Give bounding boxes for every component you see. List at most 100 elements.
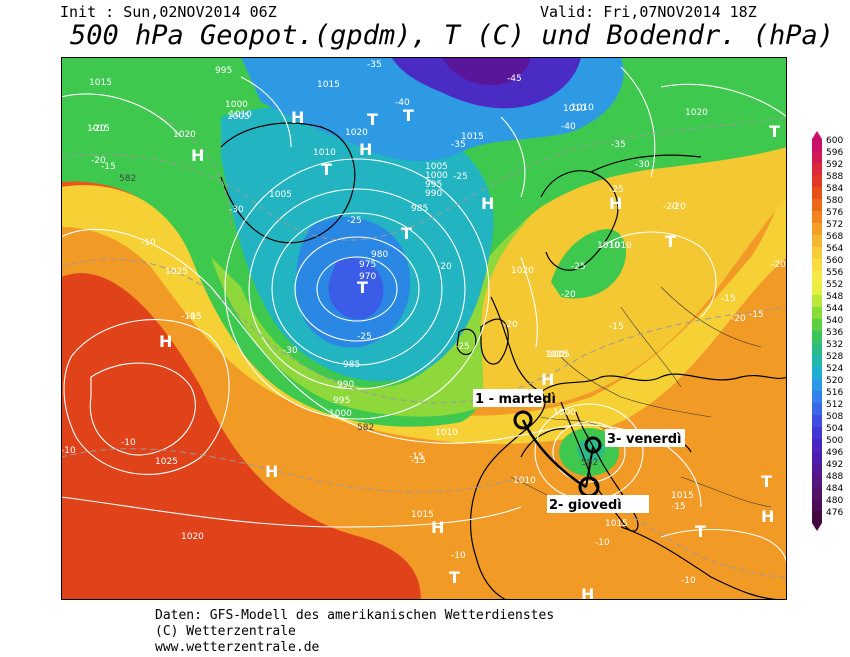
pressure-label: 1020 — [685, 108, 708, 118]
legend-swatch — [812, 271, 822, 283]
map-frame — [61, 57, 787, 600]
fill-blue-core — [328, 258, 384, 320]
legend-level-label: 560 — [826, 256, 843, 266]
temperature-label: -30 — [635, 160, 650, 170]
high-symbol: H — [191, 146, 204, 165]
low-symbol: T — [357, 278, 368, 297]
legend-level-label: 572 — [826, 220, 843, 230]
pressure-label: 985 — [411, 204, 428, 214]
pressure-label: 1010 — [435, 428, 458, 438]
temperature-label: -20 — [91, 156, 106, 166]
pressure-label: 995 — [333, 396, 350, 406]
high-symbol: H — [431, 518, 444, 537]
legend-swatch — [812, 511, 822, 523]
legend-level-label: 504 — [826, 424, 843, 434]
legend-swatch — [812, 175, 822, 187]
pressure-label: 1010 — [229, 110, 252, 120]
low-symbol: T — [403, 106, 414, 125]
legend-level-label: 532 — [826, 340, 843, 350]
pressure-label: 1010 — [597, 241, 620, 251]
pressure-label: 1025 — [165, 267, 188, 277]
fill-yellow — [61, 177, 787, 444]
legend-swatch — [812, 187, 822, 199]
temperature-label: -25 — [357, 332, 372, 342]
pressure-label: 1015 — [411, 510, 434, 520]
legend-level-label: 528 — [826, 352, 843, 362]
temperature-label: -10 — [451, 551, 466, 561]
pressure-label: 1015 — [671, 491, 694, 501]
legend-level-label: 508 — [826, 412, 843, 422]
legend-swatch — [812, 139, 822, 151]
pressure-label: 1005 — [269, 190, 292, 200]
pressure-label: 975 — [359, 260, 376, 270]
color-legend: 600 596 592 588 584 580 576 572 568 564 560 556 552 5… — [812, 131, 850, 535]
low-symbol: T — [695, 522, 706, 541]
legend-level-label: 552 — [826, 280, 843, 290]
fill-arctic-deep — [441, 57, 531, 86]
pressure-label: 1015 — [317, 80, 340, 90]
legend-swatch — [812, 391, 822, 403]
borders — [510, 286, 772, 508]
annotation-thursday: 2- giovedì — [549, 498, 622, 513]
low-symbol: T — [769, 122, 780, 141]
chart-title: 500 hPa Geopot.(gpdm), T (C) und Bodendr… — [70, 20, 835, 51]
high-symbol: H — [359, 140, 372, 159]
legend-level-label: 500 — [826, 436, 843, 446]
pressure-label: 990 — [337, 380, 354, 390]
legend-swatch — [812, 367, 822, 379]
pressure-label: 1010 — [563, 104, 586, 114]
temperature-label: -25 — [455, 342, 470, 352]
legend-swatch — [812, 211, 822, 223]
legend-swatch — [812, 283, 822, 295]
pressure-label: 1010 — [609, 241, 632, 251]
legend-level-label: 484 — [826, 484, 843, 494]
temperature-label: -15 — [749, 310, 764, 320]
legend-level-label: 544 — [826, 304, 843, 314]
pressure-label: 1020 — [173, 130, 196, 140]
legend-swatch — [812, 499, 822, 511]
legend-swatch — [812, 463, 822, 475]
legend-level-label: 576 — [826, 208, 843, 218]
temperature-label: -15 — [409, 452, 424, 462]
pressure-label: 1000 — [425, 171, 448, 181]
marker-friday — [584, 436, 602, 454]
temperature-label: -20 — [437, 262, 452, 272]
valid-time: Valid: Fri,07NOV2014 18Z — [540, 3, 757, 21]
legend-level-label: 524 — [826, 364, 843, 374]
marker-tuesday — [513, 410, 533, 430]
temperature-label: -10 — [121, 438, 136, 448]
pressure-label: 985 — [343, 360, 360, 370]
temperature-label: -35 — [367, 60, 382, 70]
low-symbol: T — [449, 568, 460, 587]
pressure-label: 1005 — [227, 112, 250, 122]
high-symbol: H — [761, 507, 774, 526]
contour-582-label: 582 — [119, 174, 136, 184]
trajectory-line-2 — [585, 446, 594, 488]
pressure-label: 970 — [359, 272, 376, 282]
init-time: Init : Sun,02NOV2014 06Z — [60, 3, 277, 21]
temperature-label: -35 — [451, 140, 466, 150]
low-symbol: T — [321, 160, 332, 179]
temperature-label: -10 — [141, 238, 156, 248]
legend-swatch — [812, 319, 822, 331]
high-symbol: H — [159, 332, 172, 351]
pressure-label: 1015 — [605, 519, 628, 529]
temperature-label: -20 — [731, 314, 746, 324]
legend-swatch — [812, 379, 822, 391]
pressure-label: 1005 — [425, 162, 448, 172]
annotation-friday: 3- venerdì — [607, 432, 682, 447]
legend-swatch — [812, 247, 822, 259]
legend-level-label: 568 — [826, 232, 843, 242]
temperature-label: -20 — [503, 320, 518, 330]
legend-level-label: 580 — [826, 196, 843, 206]
high-symbol: H — [481, 194, 494, 213]
temperature-label: -25 — [347, 216, 362, 226]
fill-red-sw — [61, 273, 421, 600]
legend-arrow-bottom — [812, 523, 822, 531]
legend-level-label: 548 — [826, 292, 843, 302]
legend-level-label: 496 — [826, 448, 843, 458]
temperature-label: -10 — [595, 538, 610, 548]
temperature-label: -20 — [561, 290, 576, 300]
legend-level-label: 592 — [826, 160, 843, 170]
legend-swatch — [812, 295, 822, 307]
